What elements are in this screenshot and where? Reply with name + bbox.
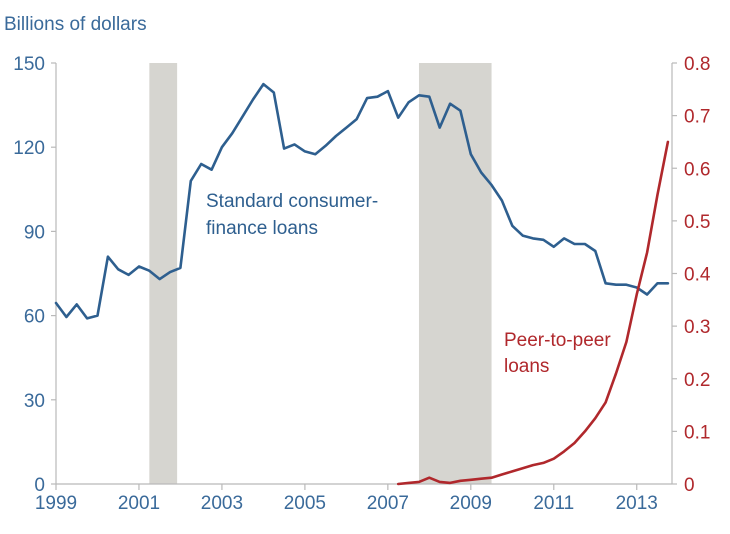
recession-band [418,63,492,484]
series-label-line: finance loans [206,218,318,239]
series-label-line: loans [504,356,549,377]
left-tick-label: 120 [13,138,45,159]
right-tick-label: 0 [684,475,695,496]
series-line-standard-consumer-finance [54,82,670,320]
right-tick-label: 0.7 [684,107,710,128]
x-tick-label: 2007 [367,493,409,514]
series-lines [54,82,670,486]
series-label-standard-consumer-finance: Standard consumer- finance loans [206,191,383,239]
series-label-peer-to-peer: Peer-to-peer loans [504,330,616,377]
right-tick-label: 0.4 [684,265,711,286]
x-tick-label: 2011 [533,493,574,514]
x-tick-label: 1999 [35,493,77,514]
right-tick-label: 0.2 [684,370,710,391]
series-label-line: Peer-to-peer [504,330,611,351]
recession-bands [149,63,492,484]
left-axis-ticks: 0 30 60 90 120 150 [13,54,56,496]
series-label-line: Standard consumer- [206,191,378,212]
x-tick-label: 2009 [450,493,492,514]
series-line-peer-to-peer [396,140,670,486]
left-tick-label: 60 [24,307,45,328]
right-tick-label: 0.8 [684,54,710,75]
x-tick-label: 2003 [201,493,243,514]
right-tick-label: 0.1 [684,422,710,443]
right-tick-label: 0.5 [684,212,710,233]
left-tick-label: 30 [24,391,45,412]
right-tick-label: 0.3 [684,317,710,338]
left-tick-label: 0 [34,475,45,496]
x-axis-ticks: 1999 2001 2003 2005 2007 2009 2011 2013 [35,484,658,514]
right-tick-label: 0.6 [684,159,710,180]
right-axis-ticks: 0 0.1 0.2 0.3 0.4 0.5 0.6 0.7 0.8 [672,54,711,496]
left-tick-label: 150 [13,54,45,75]
x-tick-label: 2005 [284,493,326,514]
x-tick-label: 2013 [616,493,658,514]
x-tick-label: 2001 [118,493,160,514]
y-axis-title: Billions of dollars [4,14,147,35]
left-tick-label: 90 [24,222,45,243]
